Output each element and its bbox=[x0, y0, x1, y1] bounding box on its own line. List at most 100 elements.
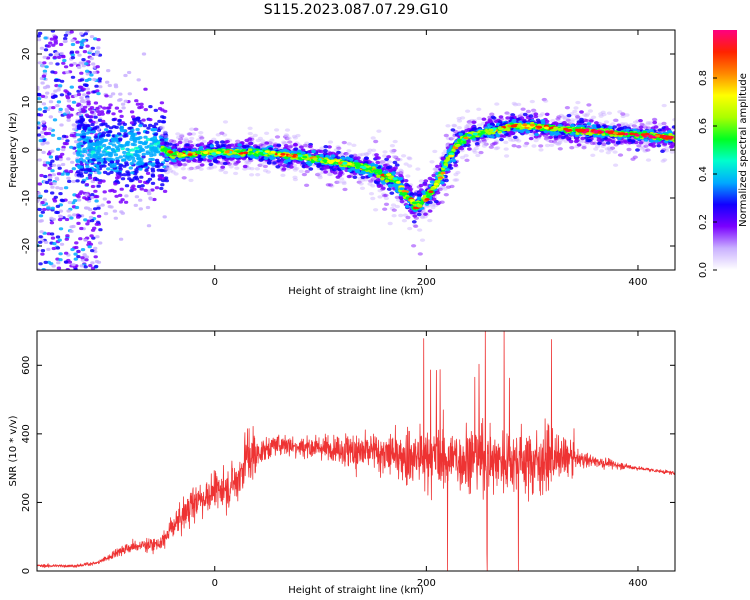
spectrogram-cell bbox=[220, 140, 225, 144]
spectrogram-cell bbox=[411, 220, 417, 224]
spectrogram-cell bbox=[427, 209, 433, 213]
spectrogram-cell bbox=[244, 159, 250, 163]
spectrogram-cell bbox=[544, 135, 550, 139]
spectrogram-cell bbox=[164, 179, 169, 183]
spectrogram-cell bbox=[118, 237, 124, 241]
spectrogram-cell bbox=[99, 164, 104, 168]
spectrogram-cell bbox=[268, 141, 275, 146]
spectrogram-cell bbox=[375, 160, 381, 165]
spectrogram-cell bbox=[490, 142, 496, 147]
spectrogram-cell bbox=[244, 160, 250, 165]
spectrogram-cell bbox=[459, 155, 466, 160]
spectrogram-cell bbox=[53, 89, 58, 93]
spectrogram-cell bbox=[76, 198, 82, 202]
spectrogram-cell bbox=[439, 200, 445, 204]
spectrogram-cell bbox=[150, 174, 156, 178]
spectrogram-cell bbox=[198, 131, 204, 135]
spectrogram-cell bbox=[544, 112, 550, 117]
spectrogram-cell bbox=[538, 148, 544, 152]
spectrogram-cell bbox=[56, 266, 62, 270]
spectrogram-cell bbox=[69, 229, 74, 233]
spectrogram-cell bbox=[94, 142, 99, 146]
spectrogram-cell bbox=[93, 246, 98, 250]
spectrogram-cell bbox=[79, 31, 84, 36]
spectrogram-cell bbox=[208, 166, 214, 170]
spectrogram-cell bbox=[42, 109, 47, 114]
spectrogram-cell bbox=[252, 133, 258, 138]
spectrogram-cell bbox=[93, 255, 98, 259]
spectrogram-cell bbox=[130, 148, 135, 152]
spectrogram-cell bbox=[165, 157, 170, 161]
spectrogram-cell bbox=[181, 163, 187, 167]
spectrogram-cell bbox=[382, 154, 388, 158]
spectrogram-cell bbox=[106, 167, 111, 171]
spectrogram-cell bbox=[104, 128, 109, 132]
spectrogram-cell bbox=[291, 134, 297, 139]
spectrogram-cell bbox=[40, 135, 45, 139]
spectrogram-cell bbox=[432, 149, 438, 154]
spectrogram-cell bbox=[66, 115, 71, 119]
spectrogram-cell bbox=[323, 149, 328, 153]
spectrogram-cell bbox=[51, 43, 56, 47]
spectrogram-cell bbox=[76, 153, 81, 157]
spectrogram-cell bbox=[389, 191, 395, 195]
spectrogram-cell bbox=[79, 45, 84, 50]
spectrogram-cell bbox=[317, 174, 323, 178]
spectrogram-cell bbox=[475, 153, 481, 158]
spectrogram-cell bbox=[494, 102, 500, 106]
spectrogram-cell bbox=[105, 133, 111, 137]
spectrogram-cell bbox=[58, 227, 64, 231]
spectrogram-cell bbox=[52, 182, 57, 186]
spectrogram-cell bbox=[199, 163, 205, 167]
spectrogram-cell bbox=[326, 172, 332, 177]
spectrogram-cell bbox=[100, 112, 105, 116]
spectrogram-cell bbox=[179, 134, 185, 138]
spectrogram-cell bbox=[322, 166, 327, 170]
spectrogram-cell bbox=[66, 157, 71, 161]
spectrogram-cell bbox=[80, 180, 86, 184]
spectrogram-cell bbox=[117, 122, 122, 126]
spectrogram-cell bbox=[389, 149, 395, 153]
spectrogram-cell bbox=[242, 167, 248, 171]
spectrogram-cell bbox=[93, 37, 98, 41]
spectrogram-cell bbox=[83, 218, 88, 222]
spectrogram-cell bbox=[84, 62, 89, 66]
spectrogram-cell bbox=[391, 208, 397, 212]
spectrogram-cell bbox=[407, 226, 413, 231]
spectrogram-cell bbox=[640, 145, 646, 149]
spectrogram-cell bbox=[145, 130, 150, 134]
spectrogram-cell bbox=[82, 105, 88, 109]
spectrogram-cell bbox=[293, 142, 298, 147]
spectrogram-cell bbox=[149, 153, 154, 158]
spectrogram-cell bbox=[363, 178, 369, 182]
spectrogram-cell bbox=[136, 161, 141, 165]
spectrogram-cell bbox=[123, 99, 128, 103]
spectrogram-cell bbox=[80, 150, 86, 154]
spectrogram-cell bbox=[417, 228, 423, 232]
spectrogram-cell bbox=[236, 160, 241, 164]
spectrogram-cell bbox=[70, 160, 75, 164]
spectrogram-cell bbox=[136, 116, 141, 120]
spectrogram-cell bbox=[37, 267, 40, 270]
spectrogram-cell bbox=[228, 165, 234, 169]
spectrogram-cell bbox=[52, 199, 58, 203]
spectrogram-cell bbox=[102, 190, 107, 194]
spectrogram-cell bbox=[43, 260, 48, 264]
spectrogram-cell bbox=[632, 120, 639, 124]
spectrogram-cell bbox=[590, 153, 596, 157]
spectrogram-cell bbox=[198, 134, 204, 139]
spectrogram-cell bbox=[160, 115, 165, 119]
spectrogram-cell bbox=[131, 159, 137, 163]
spectrogram-cell bbox=[124, 194, 129, 198]
spectrogram-cell bbox=[580, 136, 586, 141]
spectrogram-cell bbox=[159, 168, 165, 173]
spectrogram-cell bbox=[445, 136, 451, 141]
spectrogram-cell bbox=[173, 165, 179, 169]
spectrogram-cell bbox=[186, 132, 192, 136]
spectrogram-cell bbox=[510, 138, 516, 142]
spectrogram-cell bbox=[522, 112, 528, 117]
spectrogram-cell bbox=[115, 147, 121, 151]
spectrogram-cell bbox=[81, 38, 86, 42]
spectrogram-cell bbox=[41, 74, 47, 78]
spectrogram-cell bbox=[77, 138, 82, 142]
